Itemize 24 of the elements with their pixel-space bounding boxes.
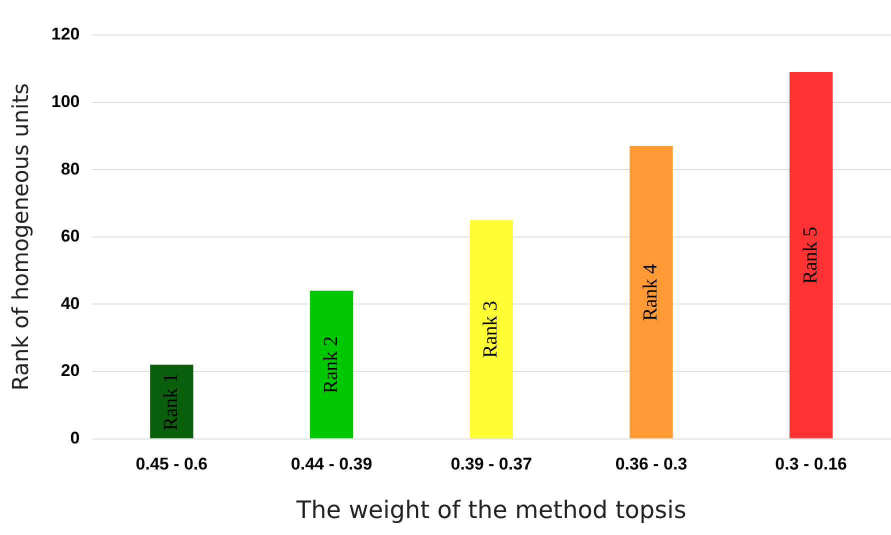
x-tick-label: 0.44 - 0.39 <box>290 454 372 474</box>
bar <box>789 72 833 438</box>
data-label: Rank 3 <box>480 300 502 358</box>
data-label: Rank 5 <box>799 226 822 284</box>
x-tick-label: 0.39 - 0.37 <box>450 454 532 474</box>
y-tick-label: 40 <box>60 294 80 313</box>
y-axis-title: Rank of homogeneous units <box>8 83 34 391</box>
y-tick-label: 80 <box>60 159 80 178</box>
bar <box>150 364 194 438</box>
x-axis-title: The weight of the method topsis <box>295 496 686 524</box>
bar <box>310 290 354 438</box>
y-tick-label: 60 <box>60 226 80 246</box>
y-tick-label: 0 <box>70 428 80 448</box>
x-tick-label: 0.3 - 0.16 <box>775 454 847 474</box>
x-tick-label: 0.45 - 0.6 <box>136 454 208 474</box>
bar <box>630 146 673 438</box>
data-label: Rank 2 <box>320 336 342 394</box>
data-label: Rank 4 <box>639 264 662 322</box>
data-label: Rank 1 <box>160 373 182 430</box>
x-tick-label: 0.36 - 0.3 <box>615 454 688 474</box>
y-tick-label: 20 <box>60 361 80 380</box>
y-tick-label: 100 <box>51 92 80 111</box>
bar <box>470 220 513 438</box>
y-tick-label: 120 <box>51 24 80 44</box>
